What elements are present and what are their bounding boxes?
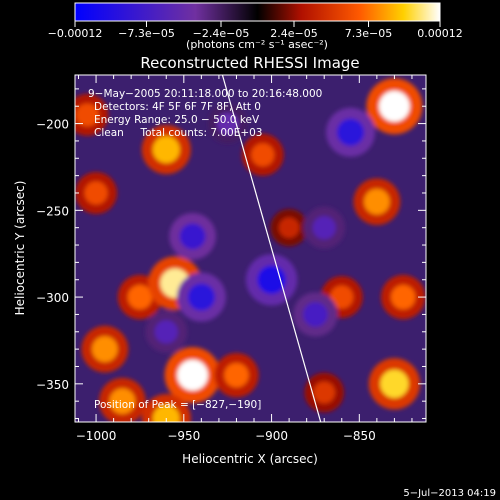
heatmap-blob bbox=[303, 302, 328, 327]
heatmap-blob bbox=[154, 320, 178, 344]
y-tick-label: −250 bbox=[36, 204, 69, 218]
colorbar-tick-label: −0.00012 bbox=[48, 27, 103, 40]
x-tick-label: −950 bbox=[167, 429, 200, 443]
colorbar-unit-label: (photons cm⁻² s⁻¹ asec⁻²) bbox=[186, 38, 328, 51]
heatmap-blob bbox=[152, 136, 180, 164]
x-tick-label: −850 bbox=[343, 429, 376, 443]
heatmap-blob bbox=[313, 381, 336, 404]
peak-position-label: Position of Peak = [−827,−190] bbox=[94, 399, 261, 411]
heatmap-blob bbox=[224, 362, 249, 388]
annotation-clean-counts: Clean Total counts: 7.00E+03 bbox=[94, 127, 263, 139]
y-tick-label: −350 bbox=[36, 378, 69, 392]
heatmap-blob bbox=[278, 217, 300, 238]
heatmap-blob bbox=[179, 223, 206, 250]
heatmap-blob bbox=[216, 112, 239, 135]
limb-line bbox=[221, 75, 322, 422]
colorbar-ticks: −0.00012 −7.3e−05 −2.4e−05 2.4e−05 7.3e−05 0.… bbox=[48, 21, 463, 40]
heatmap-blob bbox=[109, 388, 136, 415]
heatmap-blob bbox=[330, 285, 354, 309]
heatmap-blob bbox=[84, 181, 108, 205]
annotation-energy-range: Energy Range: 25.0 − 50.0 keV bbox=[94, 114, 260, 126]
colorbar-tick-label: 2.4e−05 bbox=[270, 27, 317, 40]
y-tick-label: −300 bbox=[36, 291, 69, 305]
colorbar-tick-label: 0.00012 bbox=[417, 27, 463, 40]
colorbar-tick-label: −7.3e−05 bbox=[118, 27, 175, 40]
y-axis-label: Heliocentric Y (arcsec) bbox=[13, 181, 27, 316]
axis-ticks: −1000 −950 −900 −850 −200 −250 −300 −350 bbox=[36, 75, 426, 443]
heatmap-blob bbox=[312, 216, 336, 240]
heatmap-blob bbox=[337, 118, 365, 146]
colorbar-tick-label: −2.4e−05 bbox=[193, 27, 250, 40]
heatmap-blob bbox=[152, 405, 180, 422]
x-tick-label: −1000 bbox=[76, 429, 117, 443]
heatmap-blob bbox=[177, 359, 208, 391]
heatmap-blob bbox=[251, 143, 275, 167]
chart-title: Reconstructed RHESSI Image bbox=[140, 54, 359, 72]
heatmap-blob bbox=[187, 283, 215, 311]
plot-frame bbox=[74, 74, 427, 423]
heatmap-blob bbox=[75, 103, 99, 127]
heatmap-blob bbox=[380, 369, 409, 398]
y-tick-label: −200 bbox=[36, 118, 69, 132]
x-tick-label: −900 bbox=[255, 429, 288, 443]
colorbar-tick-label: 7.3e−05 bbox=[345, 27, 392, 40]
colorbar bbox=[74, 2, 441, 22]
heatmap-plot bbox=[75, 75, 426, 422]
x-axis-label: Heliocentric X (arcsec) bbox=[182, 452, 318, 466]
footer-date: 5−Jul−2013 04:19 bbox=[403, 488, 496, 499]
heatmap-blob bbox=[257, 265, 286, 294]
heatmap-blob bbox=[92, 336, 118, 362]
heatmap-cells bbox=[75, 78, 426, 422]
heatmap-blob bbox=[390, 284, 416, 310]
heatmap-blob bbox=[127, 284, 153, 310]
annotation-time-range: 9−May−2005 20:11:18.000 to 20:16:48.000 bbox=[88, 88, 322, 100]
heatmap-blob bbox=[364, 188, 390, 215]
annotation-detectors: Detectors: 4F 5F 6F 7F 8F, Att 0 bbox=[94, 101, 261, 113]
heatmap-blob bbox=[379, 90, 410, 122]
